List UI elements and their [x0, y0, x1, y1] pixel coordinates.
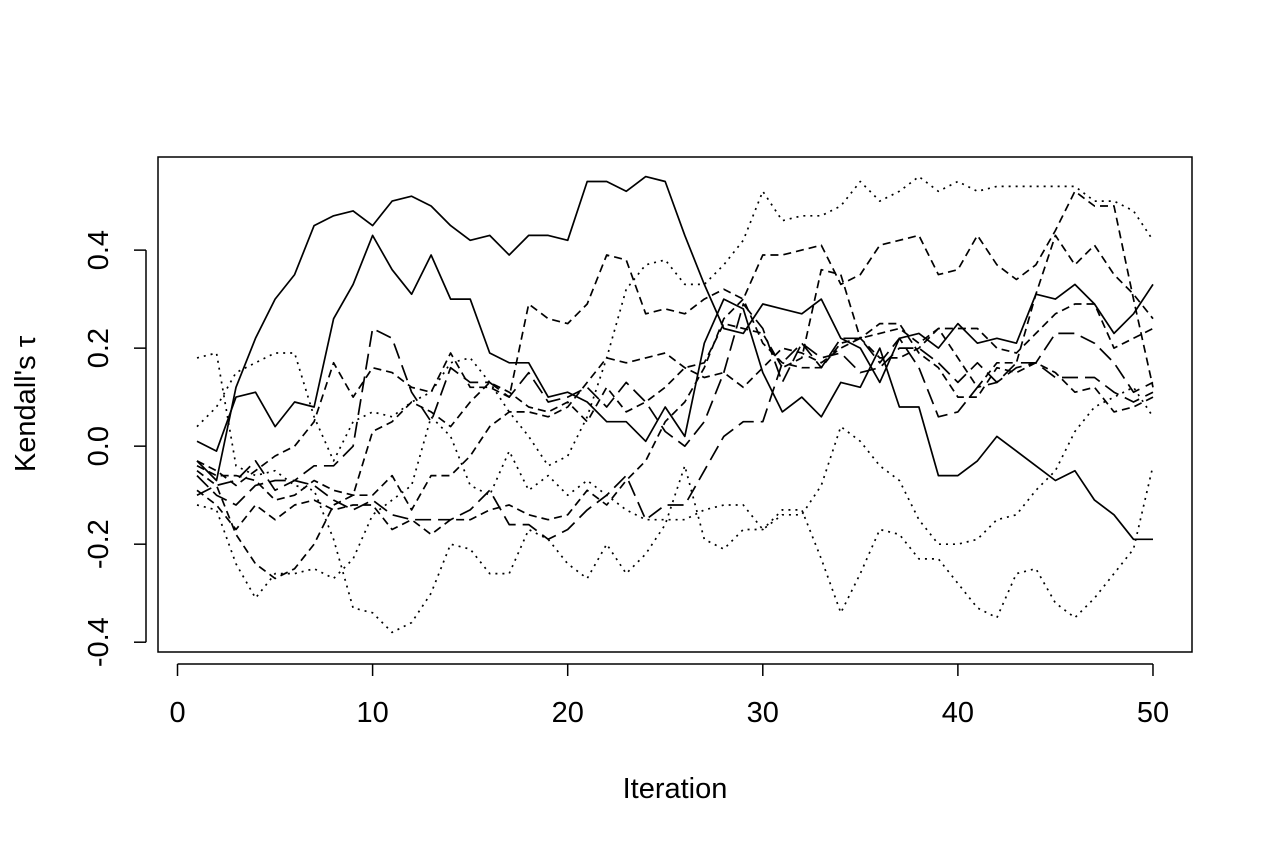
x-tick-label: 50	[1137, 697, 1169, 729]
y-axis-label: Kendall's τ	[10, 335, 42, 472]
y-tick-label: 0.2	[83, 328, 115, 368]
y-tick-label: 0.0	[83, 426, 115, 466]
plot-frame	[157, 156, 1193, 653]
series-lines	[196, 175, 1154, 634]
y-axis: -0.4 -0.2 0.0 0.2 0.4	[83, 230, 147, 667]
series-line-7	[196, 303, 1154, 496]
x-tick-label: 10	[356, 697, 388, 729]
x-tick-label: 0	[169, 697, 185, 729]
series-line-10	[196, 352, 1154, 634]
x-axis-label: Iteration	[623, 773, 728, 805]
series-line-3	[196, 190, 1154, 487]
x-tick-label: 30	[747, 697, 779, 729]
y-tick-label: -0.2	[83, 519, 115, 569]
series-line-1	[196, 175, 1154, 482]
series-line-11	[196, 386, 1154, 599]
y-tick-label: 0.4	[83, 230, 115, 270]
series-line-5	[196, 298, 1154, 536]
y-tick-label: -0.4	[83, 617, 115, 667]
series-line-2	[196, 234, 1153, 541]
x-tick-label: 20	[552, 697, 584, 729]
x-axis: 0 10 20 30 40 50	[169, 663, 1169, 729]
x-tick-label: 40	[942, 697, 974, 729]
series-line-6	[196, 303, 1154, 511]
series-line-4	[196, 234, 1154, 580]
series-line-8	[196, 332, 1154, 541]
